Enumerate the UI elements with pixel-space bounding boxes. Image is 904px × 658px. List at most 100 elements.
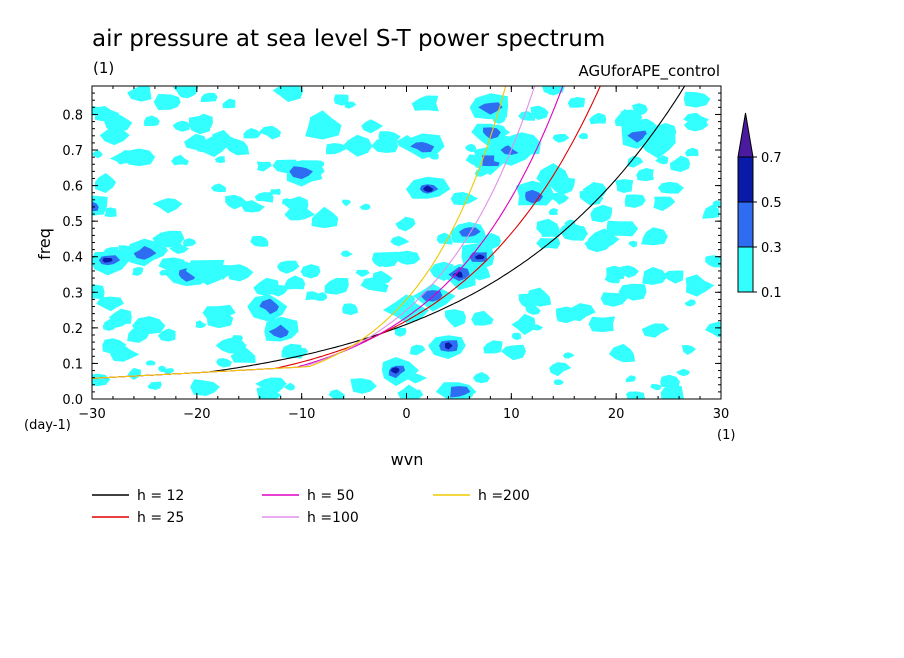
contour-speckle xyxy=(92,149,103,159)
contour-speckle xyxy=(650,383,662,391)
contour-speckle xyxy=(276,260,300,274)
colorbar-label: 0.5 xyxy=(761,196,782,211)
contour-patch xyxy=(185,259,225,286)
contour-speckle xyxy=(444,309,467,328)
colorbar: 0.1 0.3 0.5 0.7 xyxy=(737,112,782,301)
legend-label: h = 50 xyxy=(307,488,354,504)
contour-speckle xyxy=(157,328,176,342)
contour-speckle xyxy=(230,346,256,363)
contour-speckle xyxy=(281,343,303,359)
contour-speckle xyxy=(589,112,607,125)
contour-speckle xyxy=(256,385,282,399)
contour-speckle xyxy=(471,310,494,326)
dispersion-curves xyxy=(92,86,686,379)
y-tick-label: 0.5 xyxy=(62,215,83,230)
contour-speckle xyxy=(144,115,160,127)
contour-speckle xyxy=(355,269,370,277)
contour-speckle xyxy=(397,384,421,399)
contour-speckle xyxy=(409,344,426,356)
contour-patch xyxy=(102,257,113,263)
contour-speckle xyxy=(284,382,296,391)
colorbar-segment xyxy=(737,201,754,248)
contour-speckle xyxy=(340,250,353,257)
axes: −30 −20 −10 0 10 20 30 0.0 0.1 0.2 0.3 0.4 0.5 0.6 0.7… xyxy=(62,85,729,422)
y-axis-label: freq xyxy=(35,228,54,260)
y-tick-label: 0.8 xyxy=(62,108,83,123)
dispersion-curve xyxy=(92,86,507,379)
contour-speckle xyxy=(582,182,608,199)
contour-patch xyxy=(259,298,279,315)
contour-speckle xyxy=(282,198,292,205)
contour-speckle xyxy=(702,205,720,219)
y-tick-label: 0.3 xyxy=(62,286,83,301)
contour-patch xyxy=(410,142,435,153)
contour-speckle xyxy=(618,283,647,301)
chart-title: air pressure at sea level S-T power spec… xyxy=(92,26,605,52)
contour-speckle xyxy=(284,205,316,221)
contour-speckle xyxy=(558,222,583,241)
contour-speckle xyxy=(662,270,684,284)
contour-patch xyxy=(92,201,99,212)
legend-label: h =200 xyxy=(478,488,530,504)
contour-speckle xyxy=(501,344,526,361)
contour-speckle xyxy=(216,358,232,368)
contour-speckle xyxy=(267,285,287,297)
contour-speckle xyxy=(145,360,156,366)
contour-speckle xyxy=(169,242,189,254)
contour-speckle xyxy=(632,103,648,116)
contour-speckle xyxy=(655,155,669,165)
contour-speckle xyxy=(641,227,668,246)
contour-speckle xyxy=(669,155,690,172)
contour-speckle xyxy=(396,250,421,265)
x-axis-label: wvn xyxy=(391,450,424,469)
contour-patch xyxy=(452,271,463,278)
contour-speckle xyxy=(588,228,620,249)
contour-patch xyxy=(627,130,648,143)
contour-speckle xyxy=(210,183,227,193)
contour-speckle xyxy=(127,86,152,102)
x-tick-label: 0 xyxy=(402,407,410,422)
contour-speckle xyxy=(270,188,281,195)
contour-speckle xyxy=(272,86,304,102)
contour-speckle xyxy=(624,194,646,208)
legend-label: h =100 xyxy=(307,510,359,526)
contour-speckle xyxy=(600,292,628,307)
contour-speckle xyxy=(411,95,439,112)
contour-speckle xyxy=(395,216,416,232)
contour-speckle xyxy=(300,264,321,279)
legend-label: h = 25 xyxy=(137,510,184,526)
contour-speckle xyxy=(653,196,676,211)
contour-speckle xyxy=(285,275,306,290)
contour-speckle xyxy=(350,378,377,394)
contour-speckle xyxy=(676,368,691,377)
colorbar-extend-arrow xyxy=(737,112,754,158)
contour-speckle xyxy=(518,111,536,121)
contour-patch xyxy=(268,324,289,339)
colorbar-label: 0.1 xyxy=(761,286,782,301)
contour-speckle xyxy=(200,92,218,103)
contour-speckle xyxy=(342,134,373,157)
contour-speckle xyxy=(92,373,111,387)
contour-speckle xyxy=(227,264,254,282)
contour-speckle xyxy=(222,98,236,109)
contour-speckle xyxy=(705,321,721,338)
y-tick-label: 0.4 xyxy=(62,251,83,266)
contour-patch xyxy=(505,132,541,155)
contour-patch xyxy=(382,294,430,323)
contour-patch xyxy=(450,386,471,398)
contour-speckle xyxy=(536,237,561,249)
contour-speckle xyxy=(182,238,197,247)
contour-speckle xyxy=(102,338,127,355)
contour-speckle xyxy=(241,200,265,213)
contour-speckle xyxy=(465,143,477,153)
contour-speckle xyxy=(628,240,637,248)
contour-speckle xyxy=(511,332,522,341)
x-tick-label: −10 xyxy=(288,407,315,422)
contour-speckle xyxy=(195,142,212,153)
contour-speckle xyxy=(215,338,247,354)
contour-speckle xyxy=(625,375,636,383)
contour-speckle xyxy=(483,340,503,354)
contour-speckle xyxy=(394,327,407,337)
contour-speckle xyxy=(359,203,371,211)
contour-speckle xyxy=(171,154,189,166)
